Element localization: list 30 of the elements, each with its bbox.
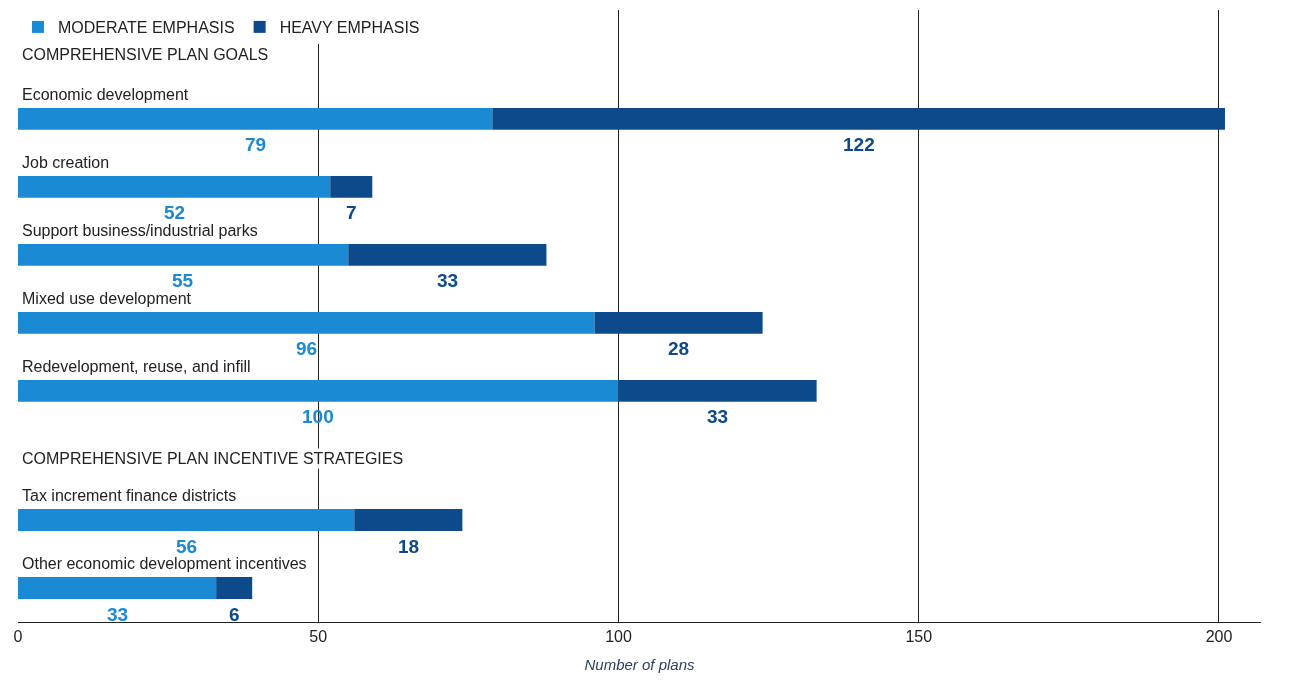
data-label: 79 (245, 134, 267, 155)
y-tick-label: Tax increment finance districts (22, 487, 237, 504)
data-label: 52 (164, 202, 186, 223)
x-tick-label: 100 (605, 628, 632, 646)
x-tick-label: 200 (1205, 628, 1233, 646)
annotation: COMPREHENSIVE PLAN GOALS (22, 46, 269, 63)
legend-label: MODERATE EMPHASIS (58, 19, 235, 37)
y-tick-label: Redevelopment, reuse, and infill (22, 358, 251, 375)
y-tick-label: Mixed use development (22, 290, 192, 307)
legend-label: HEAVY EMPHASIS (279, 19, 420, 37)
x-tick-label: 50 (309, 628, 328, 646)
data-label: 18 (398, 536, 420, 557)
data-label: 7 (346, 202, 357, 223)
y-tick-label: Other economic development incentives (22, 555, 307, 572)
y-tick-label: Economic development (22, 86, 189, 103)
y-tick-label: Job creation (22, 154, 110, 171)
data-label: 122 (843, 134, 875, 155)
data-label: 55 (172, 270, 194, 291)
x-axis-title: Number of plans (584, 656, 696, 674)
data-label: 33 (107, 604, 129, 625)
annotation: COMPREHENSIVE PLAN INCENTIVE STRATEGIES (22, 450, 404, 467)
data-label: 96 (296, 338, 318, 359)
data-label: 6 (229, 604, 240, 625)
data-label: 56 (176, 536, 198, 557)
data-label: 33 (707, 406, 729, 427)
data-label: 28 (668, 338, 690, 359)
x-tick-label: 150 (905, 628, 933, 646)
y-tick-label: Support business/industrial parks (22, 222, 258, 239)
x-tick-label: 0 (13, 628, 23, 646)
data-label: 33 (437, 270, 459, 291)
